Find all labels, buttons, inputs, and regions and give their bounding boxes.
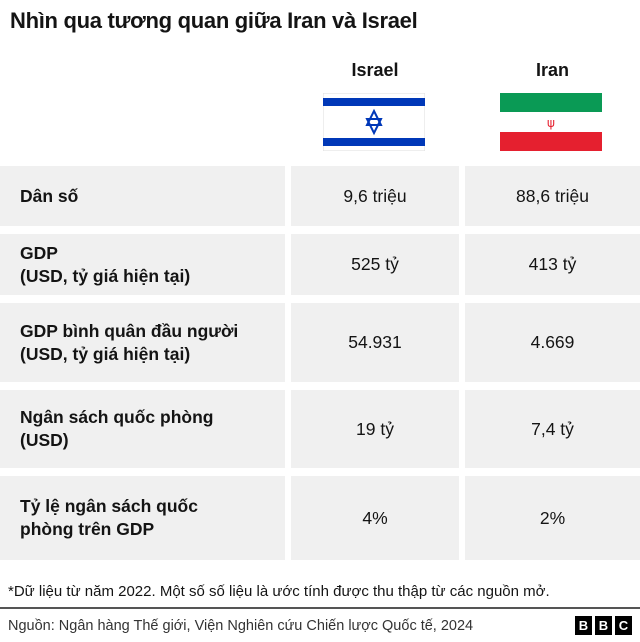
- row-label-line1: Dân số: [20, 185, 79, 206]
- iran-defense-gdp-ratio: 2%: [465, 476, 640, 560]
- column-header-iran: Iran: [535, 60, 569, 80]
- iran-defense-budget: 7,4 tỷ: [465, 390, 640, 468]
- row-label-gdp: GDP (USD, tỷ giá hiện tại): [0, 234, 285, 295]
- row-label-line2: (USD, tỷ giá hiện tại): [20, 265, 191, 286]
- row-label-line1: Ngân sách quốc phòng: [20, 407, 214, 427]
- divider: [0, 607, 640, 609]
- row-label-line1: GDP bình quân đầu người: [20, 320, 239, 341]
- footnote: *Dữ liệu từ năm 2022. Một số số liệu là …: [8, 583, 550, 600]
- row-label-line2: (USD, tỷ giá hiện tại): [20, 343, 191, 364]
- israel-gdp: 525 tỷ: [291, 234, 459, 295]
- row-label-defense-budget: Ngân sách quốc phòng (USD): [0, 390, 285, 468]
- israel-gdp-per-capita: 54.931: [291, 303, 459, 382]
- svg-text:ψ: ψ: [547, 116, 555, 130]
- bbc-logo-letter: C: [615, 616, 632, 635]
- bbc-logo: B B C: [575, 616, 632, 635]
- israel-population: 9,6 triệu: [291, 166, 459, 226]
- row-label-line2: (USD): [20, 430, 69, 450]
- israel-defense-budget: 19 tỷ: [291, 390, 459, 468]
- israel-flag-icon: [323, 93, 425, 151]
- row-label-line1: Tỷ lệ ngân sách quốc: [20, 496, 198, 516]
- source-text: Nguồn: Ngân hàng Thế giới, Viện Nghiên c…: [8, 618, 474, 634]
- iran-gdp-per-capita: 4.669: [465, 303, 640, 382]
- column-header-israel: Israel: [351, 60, 399, 80]
- row-label-defense-gdp-ratio: Tỷ lệ ngân sách quốc phòng trên GDP: [0, 476, 285, 560]
- bbc-logo-letter: B: [595, 616, 612, 635]
- row-label-line1: GDP: [20, 242, 58, 263]
- row-label-line2: phòng trên GDP: [20, 519, 155, 539]
- page-title: Nhìn qua tương quan giữa Iran và Israel: [10, 8, 418, 33]
- row-label-gdp-per-capita: GDP bình quân đầu người (USD, tỷ giá hiện…: [0, 303, 285, 382]
- iran-gdp: 413 tỷ: [465, 234, 640, 295]
- bbc-logo-letter: B: [575, 616, 592, 635]
- iran-flag-icon: ψ: [500, 93, 602, 151]
- row-label-population: Dân số: [0, 166, 285, 226]
- iran-population: 88,6 triệu: [465, 166, 640, 226]
- israel-defense-gdp-ratio: 4%: [291, 476, 459, 560]
